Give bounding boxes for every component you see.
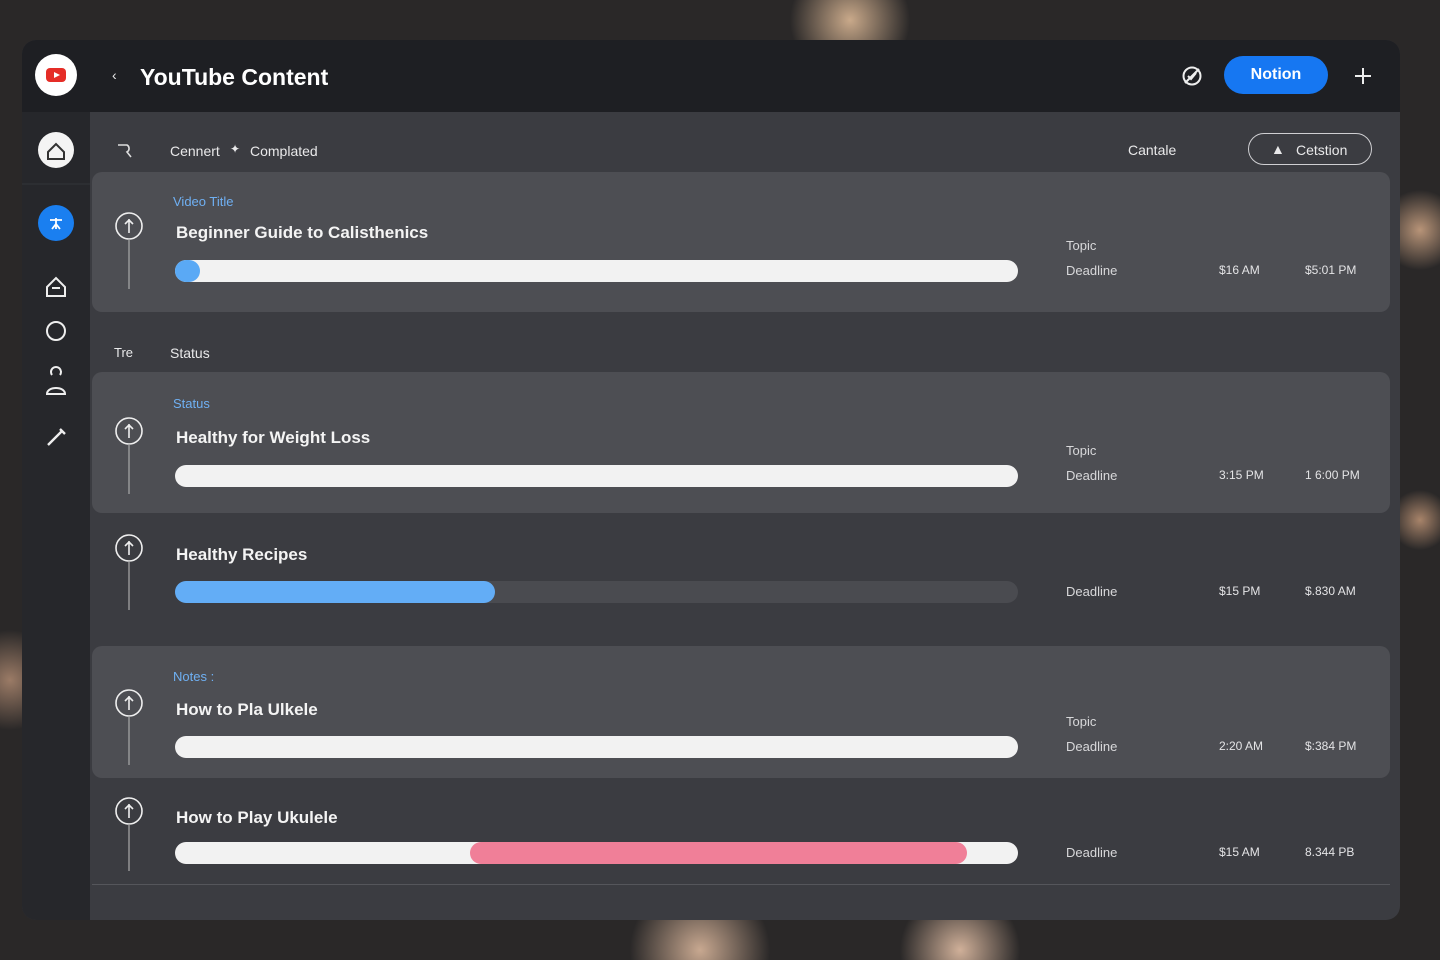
deadline-label: Deadline <box>1066 739 1118 754</box>
progress-fill <box>175 581 496 603</box>
folder-icon[interactable] <box>46 276 66 297</box>
time-end: $:384 PM <box>1305 739 1357 753</box>
back-button[interactable]: ‹ <box>112 67 117 83</box>
section-label: Tre <box>114 345 134 360</box>
row-card <box>92 372 1390 513</box>
time-end: 8.344 PB <box>1305 845 1355 859</box>
separator: ✦ <box>230 142 241 156</box>
time-start: $15 AM <box>1219 845 1260 859</box>
progress-track <box>175 465 1018 487</box>
sort-label[interactable]: Cantale <box>1128 142 1177 158</box>
time-end: 1 6:00 PM <box>1305 468 1360 482</box>
progress-track <box>175 736 1018 758</box>
active-icon[interactable] <box>38 205 74 241</box>
sidebar <box>22 112 90 920</box>
row-title: How to Play Ukulele <box>176 808 338 827</box>
page-title: YouTube Content <box>140 64 329 90</box>
deadline-label: Deadline <box>1066 263 1118 278</box>
app-logo <box>35 54 77 96</box>
divider <box>92 884 1390 885</box>
timeline-node <box>115 534 143 610</box>
search-icon[interactable] <box>46 321 66 341</box>
time-start: 3:15 PM <box>1219 468 1264 482</box>
time-start: $15 PM <box>1219 584 1261 598</box>
tool-icon[interactable] <box>47 428 66 446</box>
time-end: $5:01 PM <box>1305 263 1357 277</box>
deadline-label: Deadline <box>1066 468 1118 483</box>
time-end: $.830 AM <box>1305 584 1356 598</box>
action-button[interactable]: ▲ Cetstion <box>1248 133 1372 165</box>
home-icon[interactable] <box>38 132 74 168</box>
header: ‹ YouTube Content Notion <box>22 40 1400 112</box>
time-start: 2:20 AM <box>1219 739 1264 753</box>
deadline-label: Deadline <box>1066 584 1118 599</box>
user-icon[interactable] <box>45 366 67 395</box>
section-title: Status <box>170 345 210 361</box>
timeline-node <box>115 417 143 494</box>
filter[interactable]: Complated <box>250 143 318 159</box>
row-title: How to Pla Ulkele <box>176 700 318 719</box>
sidebar-icons <box>22 132 90 446</box>
row-label: Status <box>173 396 210 411</box>
timeline-node <box>115 689 143 765</box>
time-start: $16 AM <box>1219 263 1260 277</box>
notion-button[interactable]: Notion <box>1224 56 1328 94</box>
topic-label: Topic <box>1066 238 1097 253</box>
topic-label: Topic <box>1066 443 1097 458</box>
row-title: Healthy for Weight Loss <box>176 428 371 447</box>
progress-fill <box>470 842 968 864</box>
topic-label: Topic <box>1066 714 1097 729</box>
sync-icon[interactable] <box>1180 64 1204 88</box>
action-label: Cetstion <box>1296 142 1348 158</box>
add-button[interactable] <box>1352 65 1374 87</box>
row-title: Beginner Guide to Calisthenics <box>176 223 429 242</box>
deadline-label: Deadline <box>1066 845 1118 860</box>
progress-fill <box>175 260 201 282</box>
window: ‹ YouTube Content Notion Cennert ✦ Compl… <box>22 40 1400 920</box>
filter[interactable]: Cennert <box>170 143 220 159</box>
timeline-node <box>115 212 143 289</box>
row-card <box>92 172 1390 312</box>
filter-icon[interactable] <box>115 141 133 159</box>
row-title: Healthy Recipes <box>176 545 308 564</box>
timeline-node <box>115 797 143 871</box>
row-label: Video Title <box>173 194 234 209</box>
row-label: Notes : <box>173 669 215 684</box>
progress-track <box>175 260 1018 282</box>
